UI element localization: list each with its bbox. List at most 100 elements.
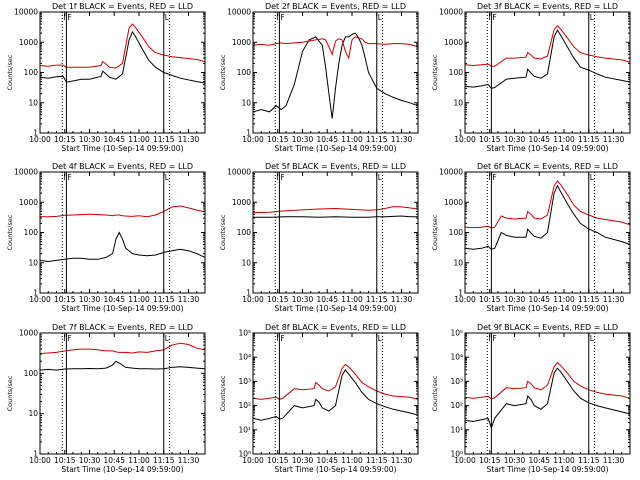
lld-series-line xyxy=(39,342,206,354)
events-series-line xyxy=(39,231,206,263)
x-axis-label: Start Time (10-Sep-14 09:59:00) xyxy=(275,465,397,474)
x-tick-label: 10:30 xyxy=(292,295,314,304)
y-axis-label: Counts/sec xyxy=(431,214,439,250)
x-tick-label: 11:15 xyxy=(153,295,175,304)
x-tick-label: 11:00 xyxy=(128,135,150,144)
interval-marker-label: F xyxy=(492,173,496,182)
x-tick-label: 11:30 xyxy=(603,295,625,304)
y-axis-label: Counts/sec xyxy=(6,375,14,411)
x-tick-label: 10:00 xyxy=(454,135,476,144)
y-tick-label: 10000 xyxy=(439,8,463,17)
detector-panel-5: Det 5f BLACK = Events, RED = LLD I F L 1 10 10… xyxy=(219,162,419,313)
x-tick-label: 10:00 xyxy=(242,135,264,144)
panel-title: Det 2f BLACK = Events, RED = LLD xyxy=(265,2,406,11)
x-tick-label: 10:00 xyxy=(454,295,476,304)
interval-marker-label: I xyxy=(276,173,278,182)
x-tick-label: 10:30 xyxy=(504,295,526,304)
y-axis-label: Counts/sec xyxy=(6,54,14,90)
interval-marker-label: I xyxy=(488,334,490,343)
y-tick-label: 10000 xyxy=(227,8,251,17)
detector-panel-8: Det 8f BLACK = Events, RED = LLD I F L 10⁰ 10… xyxy=(219,323,419,474)
x-axis-label: Start Time (10-Sep-14 09:59:00) xyxy=(275,304,397,313)
y-tick-label: 100 xyxy=(24,228,39,237)
y-tick-label: 10 xyxy=(28,98,38,107)
events-series-line xyxy=(464,29,631,89)
x-tick-label: 11:00 xyxy=(553,295,575,304)
x-tick-label: 10:15 xyxy=(267,295,289,304)
y-tick-label: 1000 xyxy=(232,198,251,207)
interval-marker-label: I xyxy=(63,334,65,343)
x-tick-label: 11:00 xyxy=(128,456,150,465)
x-tick-label: 11:00 xyxy=(553,456,575,465)
y-tick-label: 1000 xyxy=(232,38,251,47)
panel-title: Det 3f BLACK = Events, RED = LLD xyxy=(477,2,618,11)
x-axis-label: Start Time (10-Sep-14 09:59:00) xyxy=(487,144,609,153)
x-tick-label: 10:45 xyxy=(528,456,550,465)
y-tick-label: 10⁰ xyxy=(238,450,251,459)
interval-marker-label: L xyxy=(378,13,383,22)
interval-marker-label: L xyxy=(165,13,170,22)
x-tick-label: 10:45 xyxy=(316,135,338,144)
lld-series-line xyxy=(252,36,419,60)
panel-title: Det 4f BLACK = Events, RED = LLD xyxy=(52,162,193,171)
panel-title: Det 1f BLACK = Events, RED = LLD xyxy=(52,2,193,11)
y-tick-label: 10 xyxy=(453,98,463,107)
y-tick-label: 10² xyxy=(238,401,251,410)
lld-series-line xyxy=(252,363,419,400)
x-tick-label: 10:45 xyxy=(528,135,550,144)
interval-marker-label: F xyxy=(67,173,71,182)
x-tick-label: 10:15 xyxy=(479,135,501,144)
x-tick-label: 10:30 xyxy=(79,295,101,304)
plot-frame xyxy=(252,332,419,455)
panel-title: Det 9f BLACK = Events, RED = LLD xyxy=(477,323,618,332)
y-tick-label: 1000 xyxy=(19,38,38,47)
x-tick-label: 10:30 xyxy=(292,456,314,465)
y-tick-label: 1 xyxy=(246,289,251,298)
x-tick-label: 10:15 xyxy=(479,295,501,304)
y-tick-label: 1 xyxy=(33,289,38,298)
x-tick-label: 11:15 xyxy=(578,135,600,144)
x-tick-label: 11:30 xyxy=(391,456,413,465)
events-series-line xyxy=(464,184,631,250)
x-tick-label: 10:00 xyxy=(242,295,264,304)
x-tick-label: 10:45 xyxy=(103,295,125,304)
x-tick-label: 10:30 xyxy=(504,135,526,144)
panel-title: Det 7f BLACK = Events, RED = LLD xyxy=(52,323,193,332)
interval-marker-label: I xyxy=(276,334,278,343)
panel-title: Det 8f BLACK = Events, RED = LLD xyxy=(265,323,406,332)
y-axis-label: Counts/sec xyxy=(431,375,439,411)
interval-marker-label: L xyxy=(378,173,383,182)
events-series-line xyxy=(252,369,419,421)
panel-title: Det 5f BLACK = Events, RED = LLD xyxy=(265,162,406,171)
interval-marker-label: F xyxy=(492,13,496,22)
detector-panel-1: Det 1f BLACK = Events, RED = LLD I F L 1 10 10… xyxy=(6,2,206,153)
x-tick-label: 11:30 xyxy=(391,295,413,304)
x-tick-label: 10:15 xyxy=(479,456,501,465)
y-tick-label: 10000 xyxy=(14,168,38,177)
y-tick-label: 10³ xyxy=(450,377,463,386)
detector-panel-2: Det 2f BLACK = Events, RED = LLD I F L 1 10 10… xyxy=(219,2,419,153)
x-axis-label: Start Time (10-Sep-14 09:59:00) xyxy=(487,304,609,313)
y-axis-label: Counts/sec xyxy=(219,375,227,411)
x-tick-label: 10:45 xyxy=(103,135,125,144)
interval-marker-label: F xyxy=(67,13,71,22)
y-tick-label: 1000 xyxy=(19,198,38,207)
x-tick-label: 11:15 xyxy=(366,295,388,304)
x-tick-label: 11:30 xyxy=(603,456,625,465)
interval-marker-label: L xyxy=(590,173,595,182)
y-tick-label: 10⁴ xyxy=(238,353,251,362)
interval-marker-label: I xyxy=(63,173,65,182)
y-tick-label: 10⁵ xyxy=(238,329,251,338)
lld-series-line xyxy=(39,23,206,69)
x-tick-label: 10:15 xyxy=(54,456,76,465)
y-axis-label: Counts/sec xyxy=(6,214,14,250)
x-tick-label: 10:30 xyxy=(504,456,526,465)
y-tick-label: 10000 xyxy=(227,168,251,177)
interval-marker-label: L xyxy=(378,334,383,343)
interval-marker-label: F xyxy=(280,13,284,22)
plot-frame xyxy=(39,171,206,294)
interval-marker-label: F xyxy=(280,334,284,343)
y-tick-label: 10 xyxy=(241,258,251,267)
y-tick-label: 1000 xyxy=(19,329,38,338)
